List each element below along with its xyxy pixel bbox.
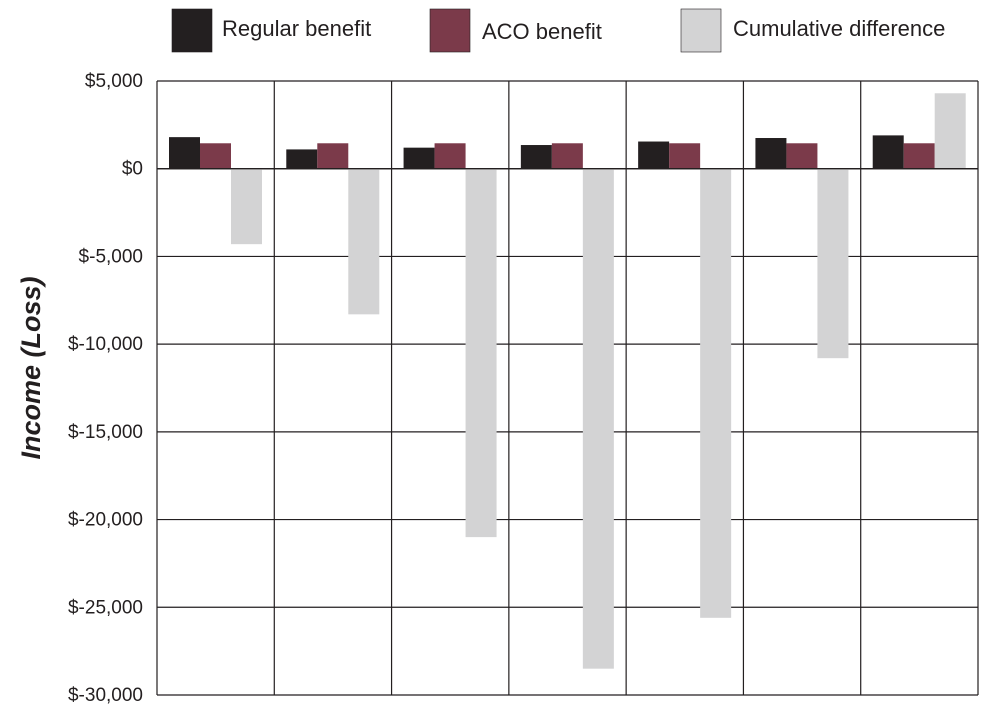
bar-series-2-group-5: [669, 143, 701, 169]
y-tick-label-2: $0: [122, 159, 143, 180]
bars: [157, 93, 978, 669]
bar-series-2-group-4: [551, 143, 583, 169]
y-tick-label-1: $5,000: [85, 71, 143, 92]
bar-series-2-group-6: [786, 143, 818, 169]
bar-series-1-group-3: [403, 147, 435, 169]
legend-swatch-1: [171, 8, 213, 53]
y-tick-label-8: $-30,000: [68, 685, 143, 706]
y-tick-label-6: $-20,000: [68, 510, 143, 531]
bar-series-3-group-4: [582, 168, 614, 669]
y-tick-label-7: $-25,000: [68, 597, 143, 618]
bar-series-2-group-3: [434, 143, 466, 169]
bar-series-1-group-2: [286, 149, 318, 169]
bar-series-1-group-1: [169, 137, 200, 169]
bar-series-1-group-4: [520, 145, 552, 169]
bar-series-3-group-2: [348, 168, 380, 315]
y-axis-label: Income (Loss): [16, 276, 46, 459]
bar-series-3-group-3: [465, 168, 497, 538]
bar-series-2-group-2: [317, 143, 349, 169]
y-tick-label-3: $-5,000: [79, 246, 143, 267]
legend-label-3: Cumulative difference: [733, 16, 945, 41]
legend-label-1: Regular benefit: [222, 16, 371, 41]
y-tick-label-5: $-15,000: [68, 422, 143, 443]
legend-label-2: ACO benefit: [482, 19, 602, 44]
legend-swatch-3: [680, 8, 722, 53]
y-axis-ticks: $5,000 $0 $-5,000 $-10,000 $-15,000 $-20,000 $…: [68, 71, 143, 706]
bar-series-1-group-6: [755, 138, 787, 169]
bar-series-3-group-6: [817, 168, 849, 359]
bar-series-1-group-5: [638, 141, 670, 169]
bar-series-2-group-1: [200, 143, 231, 169]
bar-series-3-group-5: [700, 168, 732, 618]
legend-swatch-2: [429, 8, 471, 53]
bar-series-3-group-7: [934, 93, 966, 169]
bar-series-3-group-1: [231, 168, 262, 245]
legend: Regular benefit ACO benefit Cumulative dif…: [171, 8, 945, 53]
bar-series-2-group-7: [903, 143, 935, 169]
grid: [156, 80, 979, 696]
y-tick-label-4: $-10,000: [68, 334, 143, 355]
bar-series-1-group-7: [872, 135, 904, 169]
